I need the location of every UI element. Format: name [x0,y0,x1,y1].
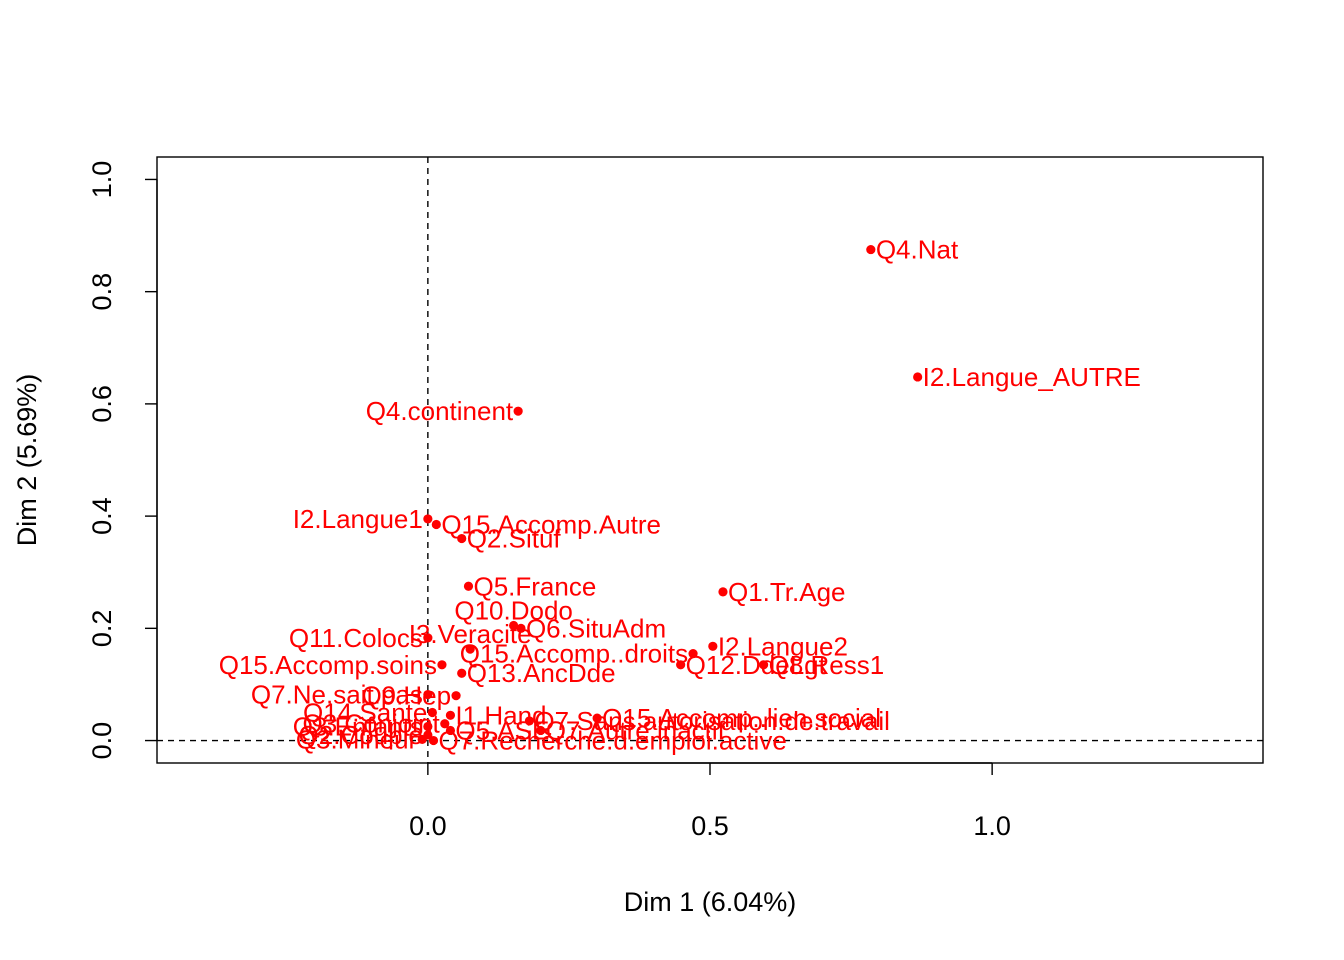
data-point [423,633,433,643]
point-label: I2.Langue2 [718,631,848,661]
data-points [417,244,923,746]
x-tick-label: 0.5 [691,811,729,841]
point-label: Q4.continent [366,396,514,426]
data-point [913,372,923,382]
data-point [445,725,456,736]
point-label: Q3.Enfants [293,712,423,742]
data-point [708,641,718,651]
point-label: Q15.Accomp..droits [460,639,688,669]
data-point [759,660,769,670]
data-point [423,689,433,700]
data-point [431,519,441,530]
y-tick-label: 0.4 [87,497,117,535]
data-point [457,533,467,544]
reference-lines [157,157,1263,763]
y-tick-label: 0.0 [87,722,117,760]
point-label: Q1.Tr.Age [728,577,846,607]
point-label: Q7.Sans.autorisation.de.travail [534,706,890,736]
point-label: Q15.Accomp.soins [219,650,437,680]
y-tick-label: 1.0 [87,161,117,199]
data-point [516,623,526,633]
y-axis-label: Dim 2 (5.69%) [12,374,42,547]
x-axis-label: Dim 1 (6.04%) [624,887,797,917]
point-label: Q12.DdeLgt [686,650,827,680]
point-label: Q14.Sante [303,698,427,728]
point-label: Q13.AncDde [467,658,616,688]
data-point [463,581,474,591]
x-tick-label: 0.0 [409,811,447,841]
point-label: Q3.Conjoint [302,709,440,739]
point-label: Q7.Recherche.d.emploi.active [439,726,787,756]
y-tick-label: 0.8 [87,273,117,311]
y-tick-label: 0.6 [87,385,117,423]
data-point [718,587,728,597]
point-label: I1.Hand [455,700,546,730]
data-point [423,721,433,732]
point-labels: Q4.Nat I2.Langue_AUTRE Q4.continent Q15.Acc… [219,235,1141,756]
point-label: Q4.Nat [876,235,959,265]
data-point [440,719,450,729]
data-point [417,734,427,745]
y-tick-label: 0.2 [87,610,117,648]
point-label: Q11.Colocs [289,623,423,653]
data-point [428,735,439,746]
data-point [524,716,535,726]
data-point [688,648,698,659]
data-point [513,406,523,416]
x-tick-label: 1.0 [973,811,1011,841]
data-point [427,707,437,718]
data-point [676,660,686,670]
data-point [451,691,461,701]
point-label: Q2.Situf [467,524,562,554]
point-label: I2.Langue1 [293,504,423,534]
data-point [866,244,876,255]
data-point [465,644,475,654]
point-label: Q8.Ress1 [769,650,885,680]
point-label: Q5.ASE [455,715,549,745]
point-label: I2.Langue_AUTRE [923,362,1141,392]
point-label: Q6.SituAdm [526,613,666,643]
data-point [445,710,456,720]
point-label: Q7.Autre.inactif [546,715,726,745]
point-label: Q15.Accomp..lien.social [602,703,881,733]
point-label: Q9.Hep [361,681,451,711]
data-point [457,668,467,678]
axes: 0.0 0.5 1.0 0.0 0.2 0.4 0.6 0.8 1.0 [87,156,1264,841]
point-label: Q7.Ne.sait.pas [251,680,423,710]
data-point [437,660,447,670]
point-label: Q15.Accomp.Autre [441,510,661,540]
point-label: Q5.France [473,571,596,601]
point-label: Q3.Mineur [296,724,418,754]
point-label: Q2.Couple [299,720,423,750]
data-point [423,514,433,524]
point-label: Q10.Dodo [454,596,573,626]
data-point [536,725,546,736]
data-point [592,713,602,723]
data-point [509,620,519,631]
point-label: I3.Veracite [409,619,532,649]
